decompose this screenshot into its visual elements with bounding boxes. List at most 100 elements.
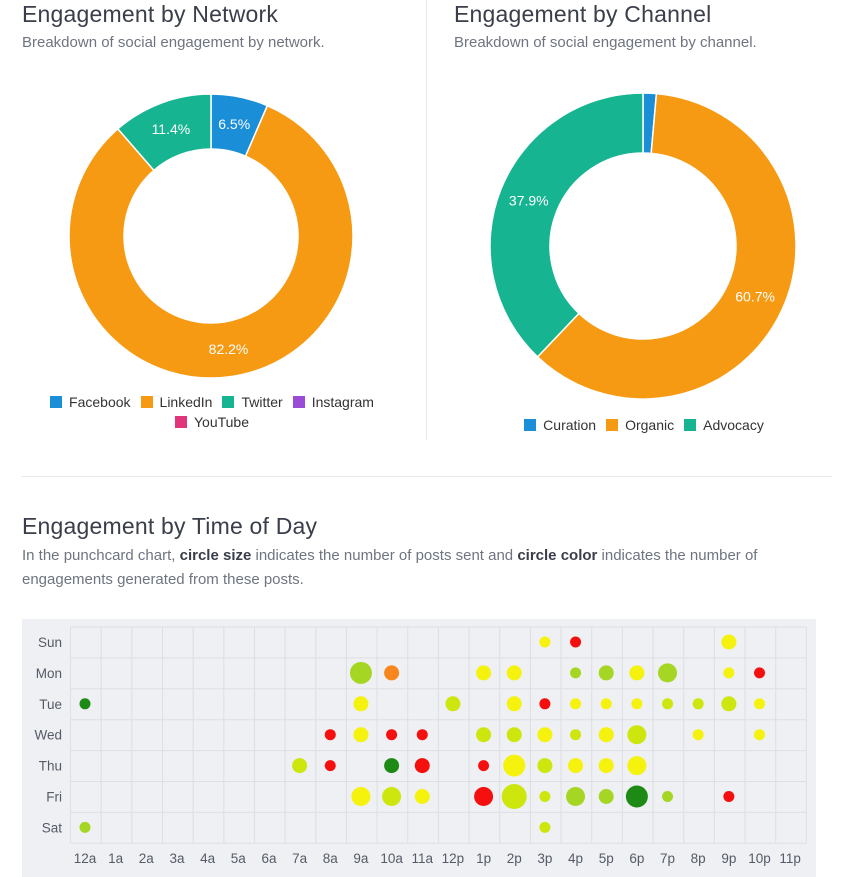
hour-label-1a: 1a xyxy=(108,851,124,866)
punch-fri-10a[interactable] xyxy=(382,787,402,806)
legend-swatch xyxy=(684,419,697,431)
channel-slice-organic[interactable] xyxy=(536,92,797,400)
punch-thu-4p[interactable] xyxy=(568,758,584,774)
punch-fri-2p[interactable] xyxy=(501,784,527,809)
punch-thu-2p[interactable] xyxy=(503,754,526,777)
punch-mon-9a[interactable] xyxy=(349,661,372,684)
punch-wed-1p[interactable] xyxy=(476,727,492,743)
time-of-day-description: In the punchcard chart, circle size indi… xyxy=(22,544,842,592)
punch-mon-6p[interactable] xyxy=(629,665,645,681)
punch-mon-7p[interactable] xyxy=(658,663,678,683)
channel-slice-advocacy[interactable] xyxy=(489,92,644,358)
hour-label-8p: 8p xyxy=(691,851,706,866)
punch-wed-10a[interactable] xyxy=(386,729,398,741)
punch-wed-10p[interactable] xyxy=(754,729,766,741)
legend-label: Curation xyxy=(543,417,597,433)
punch-tue-7p[interactable] xyxy=(662,698,674,710)
channel-legend-item-organic[interactable]: Organic xyxy=(606,417,674,433)
punch-mon-10a[interactable] xyxy=(384,665,400,681)
network-slice-twitter[interactable] xyxy=(116,93,212,172)
punch-tue-12p[interactable] xyxy=(445,696,461,712)
punch-fri-5p[interactable] xyxy=(598,789,614,804)
punch-thu-7a[interactable] xyxy=(292,758,308,774)
punch-tue-9p[interactable] xyxy=(721,696,737,712)
punch-wed-4p[interactable] xyxy=(570,729,582,741)
hour-label-6p: 6p xyxy=(629,851,644,866)
punch-wed-2p[interactable] xyxy=(506,727,522,743)
channel-legend-item-advocacy[interactable]: Advocacy xyxy=(684,417,764,433)
hour-label-8a: 8a xyxy=(323,851,339,866)
punch-tue-12a[interactable] xyxy=(79,698,91,710)
network-legend-item-facebook[interactable]: Facebook xyxy=(50,394,131,410)
network-slice-linkedin[interactable] xyxy=(68,104,354,379)
network-legend: Facebook LinkedIn Twitter Instagram YouTube xyxy=(22,394,402,434)
punch-fri-9a[interactable] xyxy=(351,787,371,806)
punch-mon-10p[interactable] xyxy=(754,667,766,679)
legend-label: Instagram xyxy=(311,394,374,410)
punch-fri-11a[interactable] xyxy=(414,789,430,804)
channel-donut-chart: 60.7% 37.9% xyxy=(489,92,797,400)
channel-legend: Curation Organic Advocacy xyxy=(454,417,834,437)
hour-label-11a: 11a xyxy=(411,851,433,866)
punch-thu-5p[interactable] xyxy=(598,758,614,774)
punch-sun-4p[interactable] xyxy=(570,636,582,648)
hour-label-12p: 12p xyxy=(442,851,465,866)
punch-tue-6p[interactable] xyxy=(631,698,643,710)
legend-swatch xyxy=(50,396,63,408)
punch-thu-1p[interactable] xyxy=(478,760,490,772)
punch-thu-8a[interactable] xyxy=(324,760,336,772)
hour-label-9a: 9a xyxy=(353,851,369,866)
punch-fri-4p[interactable] xyxy=(566,787,586,806)
network-slice-label-facebook: 6.5% xyxy=(218,116,250,132)
hour-label-5p: 5p xyxy=(599,851,614,866)
punch-mon-5p[interactable] xyxy=(598,665,614,681)
punch-mon-1p[interactable] xyxy=(476,665,492,681)
network-legend-item-youtube[interactable]: YouTube xyxy=(174,414,249,430)
punch-wed-6p[interactable] xyxy=(627,725,647,745)
punch-fri-7p[interactable] xyxy=(662,791,674,802)
network-chart-title: Engagement by Network xyxy=(22,1,279,27)
punch-thu-10a[interactable] xyxy=(384,758,400,774)
day-label-fri: Fri xyxy=(46,790,62,805)
punch-thu-11a[interactable] xyxy=(414,758,430,774)
channel-slice-label-organic: 60.7% xyxy=(735,289,775,305)
punch-tue-4p[interactable] xyxy=(570,698,582,710)
punch-mon-2p[interactable] xyxy=(506,665,522,681)
day-label-mon: Mon xyxy=(36,666,62,681)
network-legend-item-twitter[interactable]: Twitter xyxy=(222,394,283,410)
channel-legend-item-curation[interactable]: Curation xyxy=(524,417,596,433)
network-legend-item-linkedin[interactable]: LinkedIn xyxy=(140,394,212,410)
punch-wed-9a[interactable] xyxy=(353,727,369,743)
punch-tue-2p[interactable] xyxy=(506,696,522,712)
punch-fri-9p[interactable] xyxy=(723,791,735,802)
legend-swatch xyxy=(174,416,187,428)
punch-wed-5p[interactable] xyxy=(598,727,614,743)
punch-fri-1p[interactable] xyxy=(474,787,494,806)
punch-tue-9a[interactable] xyxy=(353,696,369,712)
punch-wed-11a[interactable] xyxy=(416,729,428,741)
punch-mon-4p[interactable] xyxy=(570,667,582,679)
punch-wed-8p[interactable] xyxy=(692,729,704,741)
punch-wed-8a[interactable] xyxy=(324,729,336,741)
punch-fri-6p[interactable] xyxy=(625,785,648,808)
punch-tue-10p[interactable] xyxy=(754,698,766,710)
legend-swatch xyxy=(222,396,235,408)
channel-chart-title: Engagement by Channel xyxy=(454,1,712,27)
punch-thu-6p[interactable] xyxy=(627,756,647,776)
punch-thu-3p[interactable] xyxy=(537,758,553,774)
legend-label: YouTube xyxy=(193,414,249,430)
network-legend-item-instagram[interactable]: Instagram xyxy=(292,394,374,410)
punch-tue-3p[interactable] xyxy=(539,698,551,710)
punch-sun-3p[interactable] xyxy=(539,636,551,648)
punch-sat-3p[interactable] xyxy=(539,821,551,833)
punch-tue-8p[interactable] xyxy=(692,698,704,710)
punch-tue-5p[interactable] xyxy=(600,698,612,710)
punch-fri-3p[interactable] xyxy=(539,791,551,802)
punch-sun-9p[interactable] xyxy=(721,634,737,650)
hour-label-10a: 10a xyxy=(380,851,403,866)
punch-wed-3p[interactable] xyxy=(537,727,553,743)
punch-sat-12a[interactable] xyxy=(79,821,91,833)
punch-mon-9p[interactable] xyxy=(723,667,735,679)
hour-label-3a: 3a xyxy=(169,851,185,866)
